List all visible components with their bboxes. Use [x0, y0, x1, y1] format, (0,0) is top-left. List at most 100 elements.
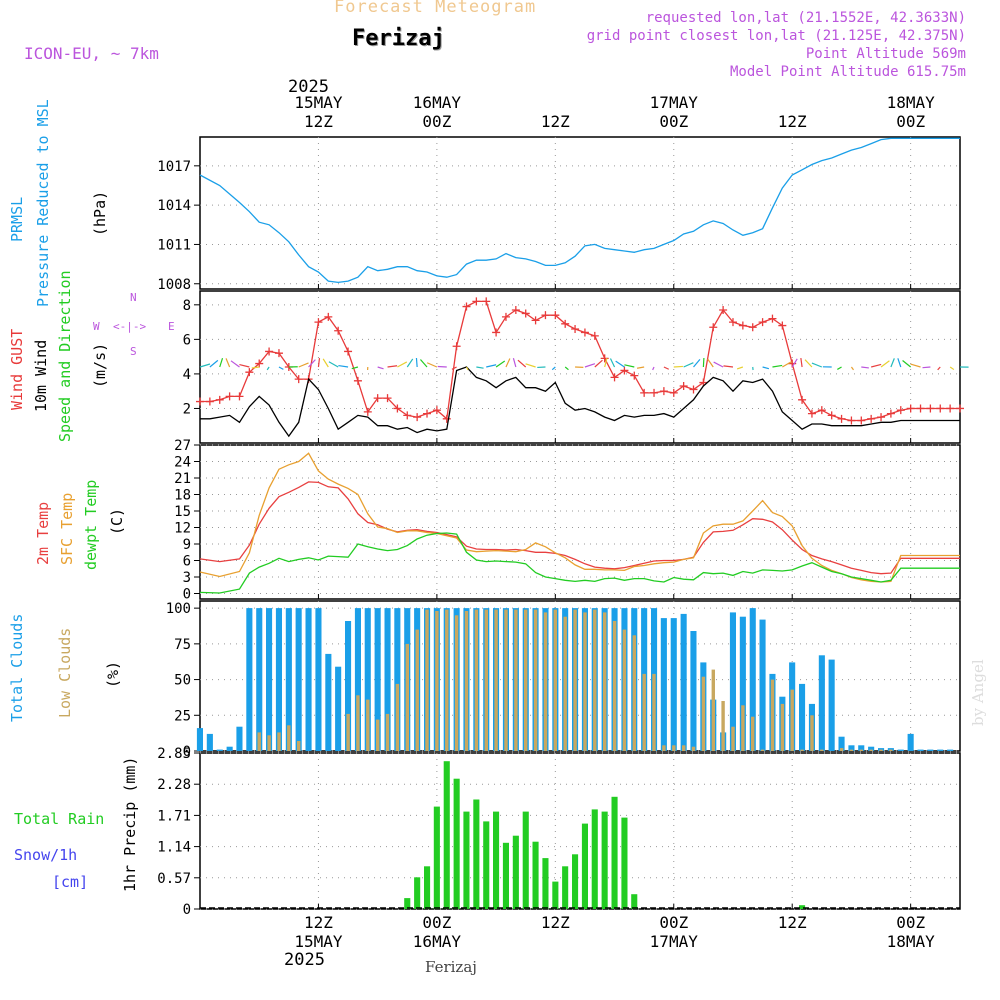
- gust-marker: [265, 347, 274, 356]
- y-tick-label: 3: [183, 570, 191, 586]
- y-tick-label: 4: [183, 367, 191, 383]
- top-date-label: 18MAY: [887, 93, 936, 112]
- top-time-label: 00Z: [896, 112, 925, 131]
- wind-arrow: [791, 358, 798, 368]
- wind-arrow: [922, 366, 931, 369]
- wind-arrow: [880, 360, 890, 368]
- compass-arrows: <-|->: [113, 320, 147, 333]
- gust-marker: [580, 328, 589, 337]
- low-cloud-bar: [257, 732, 261, 751]
- total-cloud-bar: [256, 608, 263, 751]
- low-cloud-bar: [346, 713, 350, 751]
- wind-arrow: [266, 366, 270, 371]
- wind-arrow: [937, 366, 941, 371]
- wind-arrow: [673, 365, 683, 368]
- y-tick-label: 25: [174, 708, 191, 724]
- wind-arrow: [495, 360, 506, 368]
- low-cloud-bar: [691, 746, 696, 751]
- top-date-label: 15MAY: [294, 93, 343, 112]
- low-cloud-bar: [435, 611, 439, 751]
- wind-arrow: [317, 357, 321, 368]
- low-cloud-bar: [445, 609, 449, 751]
- low-cloud-bar: [376, 719, 380, 751]
- y-tick-label: 75: [174, 637, 191, 653]
- gust-marker: [482, 297, 491, 306]
- total-cloud-bar: [236, 726, 243, 751]
- gust-marker: [758, 318, 767, 327]
- total-cloud-bar: [739, 616, 746, 751]
- precip-label-cm: [cm]: [52, 873, 89, 891]
- total-cloud-bar: [394, 608, 401, 751]
- top-time-label: 12Z: [778, 112, 807, 131]
- low-cloud-bar: [682, 745, 686, 751]
- total-cloud-bar: [295, 608, 302, 751]
- gust-marker: [225, 392, 234, 401]
- gust-marker: [620, 366, 629, 375]
- low-cloud-bar: [810, 715, 814, 751]
- low-cloud-bar: [839, 748, 844, 751]
- low-cloud-bar: [889, 749, 893, 751]
- wind-arrow: [624, 364, 635, 368]
- low-cloud-bar: [632, 635, 636, 751]
- wind-arrow: [702, 357, 705, 368]
- gust-marker: [886, 409, 895, 418]
- total-cloud-bar: [917, 749, 924, 751]
- rain-bar: [601, 811, 608, 909]
- low-cloud-bar: [731, 726, 735, 751]
- top-time-label: 12Z: [304, 112, 333, 131]
- gust-marker: [768, 314, 777, 323]
- total-cloud-bar: [374, 608, 381, 751]
- wind-arrow: [239, 363, 250, 368]
- chart-title: Forecast Meteogram: [334, 0, 537, 17]
- total-cloud-bar: [828, 659, 835, 751]
- y-tick-label: 0: [183, 902, 191, 918]
- gust-marker: [334, 326, 343, 335]
- gust-marker: [936, 404, 945, 413]
- gust-marker: [817, 406, 826, 415]
- gust-marker: [274, 349, 283, 358]
- low-cloud-bar: [405, 643, 409, 751]
- low-cloud-bar: [474, 609, 479, 751]
- gust-marker: [916, 404, 925, 413]
- low-cloud-bar: [297, 741, 301, 751]
- low-cloud-bar: [415, 629, 419, 751]
- gust-marker: [669, 388, 678, 397]
- wind-arrow: [636, 366, 645, 369]
- gust-marker: [926, 404, 935, 413]
- y-tick-label: 1.14: [157, 840, 191, 856]
- wind-arrow: [762, 366, 770, 370]
- total-cloud-bar: [858, 745, 865, 751]
- rain-bar: [542, 858, 549, 909]
- low-cloud-bar: [652, 673, 656, 751]
- low-cloud-bar: [849, 749, 854, 751]
- wind-arrow: [377, 366, 384, 370]
- low-cloud-bar: [751, 716, 755, 751]
- total-cloud-bar: [848, 745, 855, 751]
- rain-bar: [572, 854, 579, 909]
- wind-arrow: [850, 366, 854, 371]
- rain-bar: [591, 809, 598, 909]
- low-cloud-bar: [553, 609, 557, 751]
- y-tick-label: 8: [183, 298, 191, 314]
- low-cloud-bar: [800, 749, 804, 751]
- gust-marker: [778, 321, 787, 330]
- wind-arrow: [278, 366, 284, 370]
- gust-marker: [423, 409, 432, 418]
- wind-arrow: [584, 363, 596, 368]
- low-cloud-bar: [662, 745, 666, 751]
- total-cloud-bar: [345, 621, 352, 751]
- total-cloud-bar: [907, 733, 914, 751]
- wind-arrow: [465, 366, 469, 371]
- y-tick-label: 18: [174, 488, 191, 504]
- bottom-year: 2025: [284, 950, 325, 970]
- top-time-label: 00Z: [422, 112, 451, 131]
- rain-bar: [621, 817, 628, 909]
- bottom-time-label: 00Z: [659, 913, 688, 932]
- wind-arrow: [322, 358, 329, 368]
- gust-marker: [403, 411, 412, 420]
- y-tick-label: 1014: [157, 198, 191, 214]
- compass-e: E: [168, 320, 175, 333]
- gust-marker: [255, 359, 264, 368]
- wind-arrow: [351, 366, 359, 370]
